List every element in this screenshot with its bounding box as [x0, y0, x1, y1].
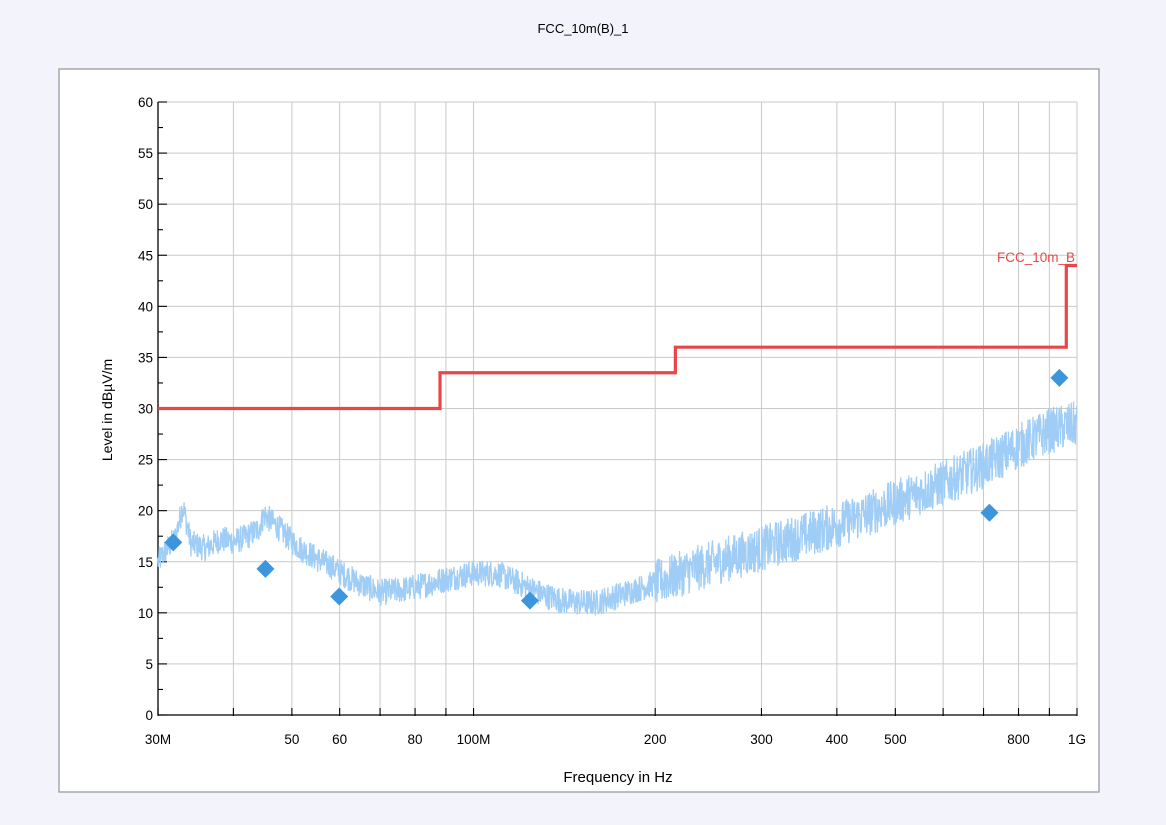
measurement-marker — [1050, 368, 1069, 387]
x-tick-label: 80 — [408, 732, 423, 747]
y-tick-label: 10 — [138, 606, 153, 621]
measurement-marker — [164, 533, 183, 552]
marker-layer — [164, 368, 1069, 610]
y-tick-label: 50 — [138, 197, 153, 212]
y-tick-label: 0 — [145, 708, 153, 723]
spectrum-trace — [157, 401, 1078, 616]
x-tick-label: 300 — [750, 732, 773, 747]
x-tick-label: 200 — [644, 732, 667, 747]
y-tick-label: 25 — [138, 453, 153, 468]
x-tick-label: 60 — [332, 732, 347, 747]
x-tick-label: 400 — [826, 732, 849, 747]
y-axis-label: Level in dBµV/m — [99, 359, 115, 461]
y-tick-label: 20 — [138, 504, 153, 519]
plot-frame — [58, 68, 1100, 793]
measurement-marker — [330, 587, 349, 606]
y-tick-label: 60 — [138, 95, 153, 110]
y-tick-label: 30 — [138, 402, 153, 417]
measurement-marker — [256, 559, 275, 578]
y-tick-label: 55 — [138, 146, 153, 161]
limit-line-label: FCC_10m_B — [997, 250, 1075, 265]
x-tick-label: 100M — [457, 732, 491, 747]
x-tick-label: 800 — [1007, 732, 1030, 747]
limit-line — [158, 263, 1077, 411]
x-tick-label: 1G — [1068, 732, 1086, 747]
y-tick-label: 45 — [138, 248, 153, 263]
y-tick-label: 15 — [138, 555, 153, 570]
x-tick-label: 30M — [145, 732, 171, 747]
x-tick-label: 50 — [284, 732, 299, 747]
chart-title: FCC_10m(B)_1 — [537, 21, 628, 36]
y-tick-label: 35 — [138, 350, 153, 365]
x-tick-label: 500 — [884, 732, 907, 747]
measurement-marker — [520, 591, 539, 610]
x-axis-label: Frequency in Hz — [563, 769, 672, 786]
y-tick-label: 40 — [138, 299, 153, 314]
series-layer — [157, 263, 1078, 616]
y-tick-label: 5 — [145, 657, 153, 672]
measurement-marker — [980, 503, 999, 522]
